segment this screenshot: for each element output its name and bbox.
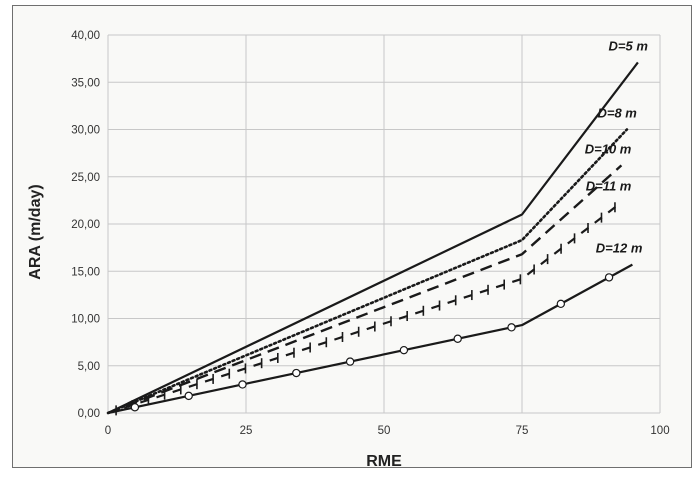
- series-labels: D=5 m D=8 m D=10 m D=11 m D=12 m: [585, 38, 649, 255]
- series-d-10-m-label: D=10 m: [585, 141, 632, 156]
- y-tick-label: 30,00: [71, 125, 100, 137]
- series-d-12-m-label: D=12 m: [596, 241, 643, 256]
- series-d-12-m-marker: [556, 299, 566, 309]
- series-d-12-m-marker: [507, 323, 516, 332]
- y-tick-label: 0,00: [78, 408, 100, 420]
- series-d-12-m-marker: [130, 403, 140, 412]
- series-d-12-m-marker: [604, 273, 614, 282]
- series-d-12-m-marker: [292, 368, 301, 378]
- x-tick-label: 75: [516, 425, 529, 437]
- series-d-8-m-label: D=8 m: [597, 106, 637, 121]
- series-d-12-m-marker: [184, 391, 193, 401]
- series-d-12-m-marker: [453, 334, 462, 343]
- x-axis-ticks: 0 25 50 75 100: [105, 425, 670, 437]
- y-axis-ticks: 0,00 5,00 10,00 15,00 20,00 25,00 30,00 35,00 40…: [71, 30, 100, 420]
- x-tick-label: 100: [650, 425, 669, 437]
- series-d-12-m-marker: [345, 357, 355, 366]
- x-tick-label: 25: [240, 425, 253, 437]
- y-tick-label: 35,00: [71, 77, 100, 89]
- y-axis-title: ARA (m/day): [27, 184, 44, 279]
- x-tick-label: 0: [105, 425, 111, 437]
- series-d-11-m-line: [107, 201, 623, 415]
- series-d-8-m-line: [106, 128, 629, 415]
- y-tick-label: 15,00: [71, 266, 100, 278]
- y-tick-label: 40,00: [71, 30, 100, 42]
- series-d-12-m-marker: [238, 380, 247, 389]
- y-tick-label: 25,00: [71, 172, 100, 184]
- x-axis-title: RME: [366, 453, 402, 470]
- y-tick-label: 10,00: [71, 314, 100, 326]
- x-tick-label: 50: [378, 425, 391, 437]
- series-d-11-m-label: D=11 m: [586, 178, 632, 193]
- series-d-5-m-line: [107, 61, 639, 414]
- series-lines: [106, 61, 639, 416]
- y-tick-label: 20,00: [71, 219, 100, 231]
- series-d-12-m-marker: [399, 345, 409, 355]
- y-tick-label: 5,00: [78, 361, 100, 373]
- series-d-5-m-label: D=5 m: [609, 38, 649, 53]
- series-d-10-m-line: [107, 164, 623, 415]
- grid: [107, 34, 661, 414]
